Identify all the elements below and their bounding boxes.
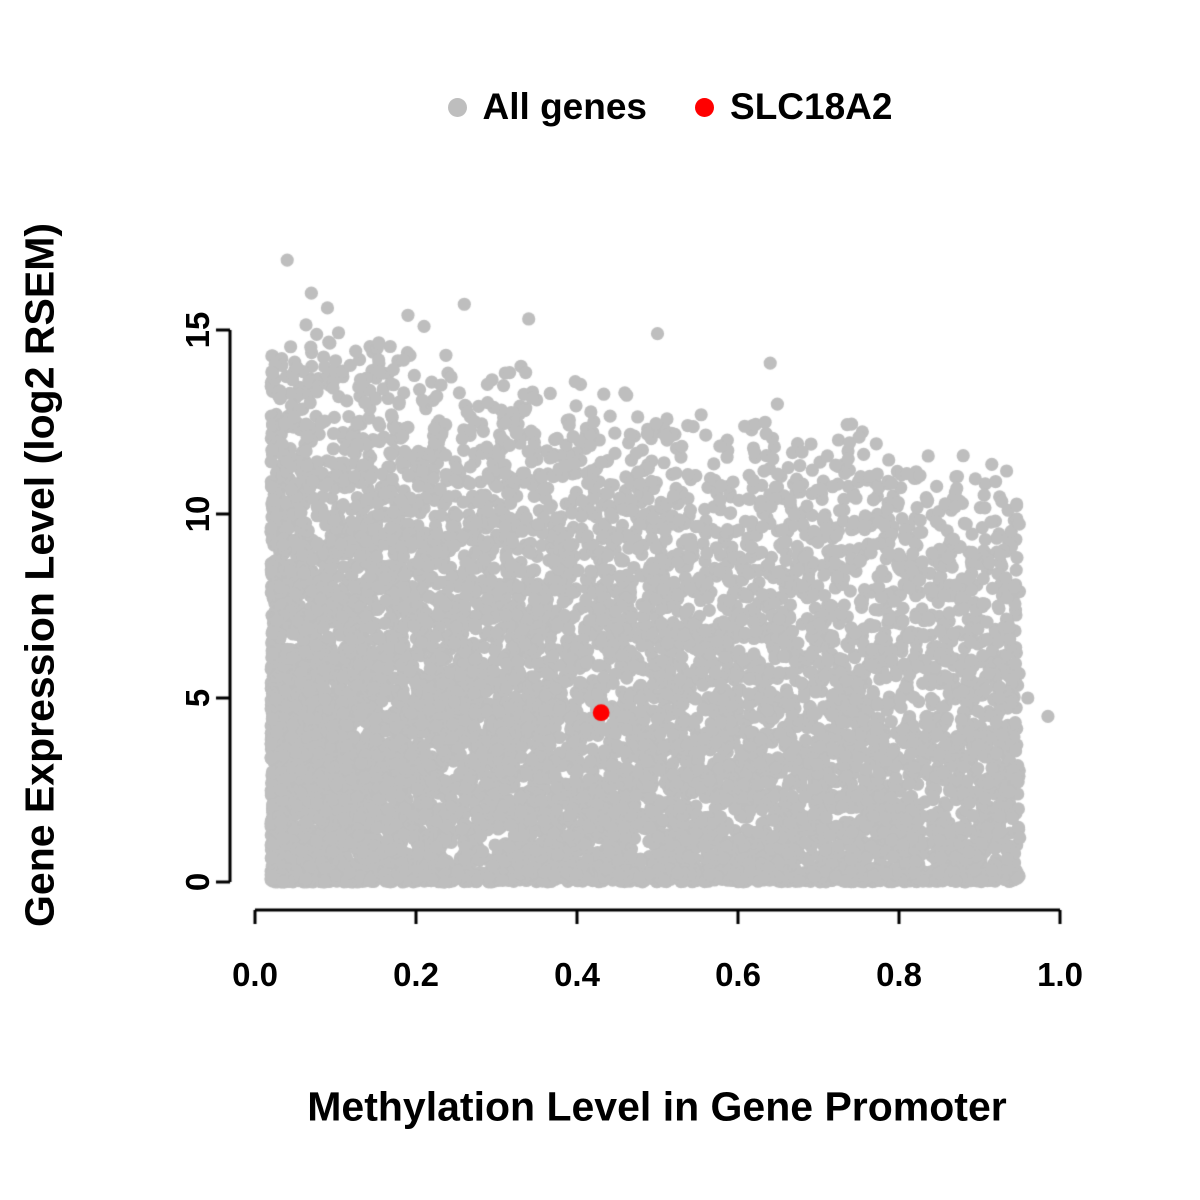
y-axis-title: Gene Expression Level (log2 RSEM) bbox=[16, 222, 63, 928]
y-tick-label: 10 bbox=[179, 495, 216, 533]
x-tick-label: 0.2 bbox=[393, 956, 439, 993]
y-tick-label: 0 bbox=[179, 872, 216, 892]
legend-item: SLC18A2 bbox=[695, 86, 892, 128]
legend-label: SLC18A2 bbox=[730, 86, 893, 127]
x-tick-label: 0.8 bbox=[876, 956, 922, 993]
x-axis-title: Methylation Level in Gene Promoter bbox=[307, 1083, 1007, 1130]
y-tick-label: 15 bbox=[179, 311, 216, 349]
x-tick-label: 0.0 bbox=[232, 956, 278, 993]
y-tick-label: 5 bbox=[179, 688, 216, 708]
legend: All genes SLC18A2 bbox=[140, 86, 1200, 128]
x-tick-label: 0.4 bbox=[554, 956, 600, 993]
all-genes-point-icon bbox=[447, 97, 467, 117]
x-tick-label: 0.6 bbox=[715, 956, 761, 993]
legend-label: All genes bbox=[482, 86, 648, 127]
legend-item: All genes bbox=[447, 86, 648, 128]
slc18a2-point-icon bbox=[695, 97, 715, 117]
x-tick-label: 1.0 bbox=[1037, 956, 1083, 993]
